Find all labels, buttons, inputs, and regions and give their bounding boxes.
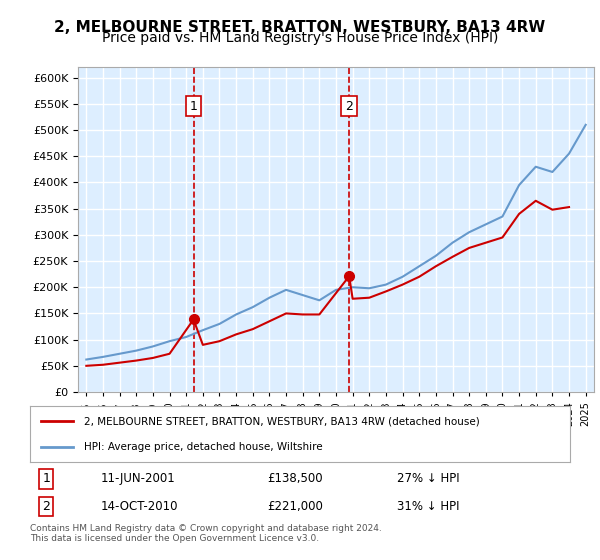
Text: 1: 1: [190, 100, 197, 113]
Text: Price paid vs. HM Land Registry's House Price Index (HPI): Price paid vs. HM Land Registry's House …: [102, 31, 498, 45]
Text: 31% ↓ HPI: 31% ↓ HPI: [397, 500, 460, 513]
Text: 2, MELBOURNE STREET, BRATTON, WESTBURY, BA13 4RW: 2, MELBOURNE STREET, BRATTON, WESTBURY, …: [55, 20, 545, 35]
Text: Contains HM Land Registry data © Crown copyright and database right 2024.
This d: Contains HM Land Registry data © Crown c…: [30, 524, 382, 543]
Text: 2: 2: [345, 100, 353, 113]
Text: 2: 2: [42, 500, 50, 513]
Text: 14-OCT-2010: 14-OCT-2010: [100, 500, 178, 513]
Text: HPI: Average price, detached house, Wiltshire: HPI: Average price, detached house, Wilt…: [84, 442, 323, 452]
Text: 1: 1: [42, 473, 50, 486]
Text: 27% ↓ HPI: 27% ↓ HPI: [397, 473, 460, 486]
Text: £138,500: £138,500: [268, 473, 323, 486]
Text: 11-JUN-2001: 11-JUN-2001: [100, 473, 175, 486]
Text: £221,000: £221,000: [268, 500, 323, 513]
Text: 2, MELBOURNE STREET, BRATTON, WESTBURY, BA13 4RW (detached house): 2, MELBOURNE STREET, BRATTON, WESTBURY, …: [84, 416, 480, 426]
